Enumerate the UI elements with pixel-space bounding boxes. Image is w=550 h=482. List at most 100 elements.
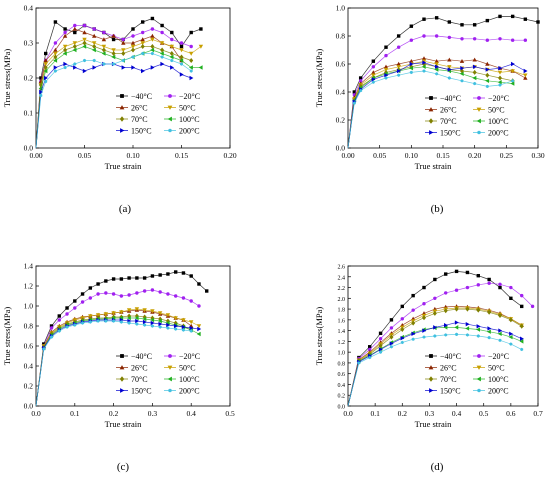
legend-label: 200°C <box>179 386 200 395</box>
series-line <box>347 282 533 407</box>
data-point <box>180 62 183 66</box>
y-tick-label: 0.4 <box>336 88 346 97</box>
data-point <box>142 319 147 325</box>
data-point <box>459 59 465 63</box>
data-point <box>455 332 459 337</box>
data-point <box>444 333 448 337</box>
y-tick-label: 0.3 <box>24 39 34 48</box>
data-point <box>49 324 54 328</box>
data-point <box>497 80 502 85</box>
data-point <box>140 37 145 42</box>
data-point <box>111 51 116 56</box>
legend-label: 50°C <box>179 103 196 112</box>
data-point <box>73 62 77 66</box>
data-point <box>498 313 502 319</box>
data-point <box>383 64 389 69</box>
data-point <box>396 61 401 66</box>
legend-item: 70°C <box>425 375 457 384</box>
data-point <box>511 79 515 83</box>
legend-marker <box>167 376 172 382</box>
data-point <box>444 272 448 276</box>
data-point <box>160 61 165 67</box>
data-point <box>170 30 174 35</box>
data-point <box>454 306 459 312</box>
data-point <box>121 51 126 56</box>
data-point <box>53 69 57 73</box>
data-point <box>536 20 540 24</box>
data-point <box>476 273 480 278</box>
data-point <box>160 55 164 59</box>
series-8 <box>347 69 515 149</box>
y-tick-label: 0.4 <box>24 4 34 13</box>
data-point <box>397 73 401 77</box>
data-point <box>57 314 61 318</box>
data-point <box>131 65 136 70</box>
data-point <box>389 334 394 340</box>
data-point <box>487 277 491 282</box>
data-point <box>160 23 164 28</box>
data-point <box>519 323 524 329</box>
data-point <box>378 347 383 352</box>
data-point <box>433 334 437 338</box>
data-point <box>111 315 116 321</box>
data-point <box>39 93 43 98</box>
y-tick-label: 1.2 <box>338 340 346 346</box>
data-point <box>472 23 477 27</box>
x-tick-label: 0.25 <box>500 151 513 160</box>
y-tick-label: 0.1 <box>24 109 34 118</box>
data-point <box>447 57 452 62</box>
data-point <box>520 304 524 309</box>
data-point <box>487 335 491 340</box>
y-tick-label: 1.0 <box>24 302 34 311</box>
data-point <box>150 44 155 49</box>
data-point <box>371 80 375 84</box>
data-point <box>102 62 106 66</box>
data-point <box>179 72 184 77</box>
data-point <box>433 296 437 301</box>
data-point <box>510 61 515 67</box>
legend-label: −40°C <box>440 94 461 103</box>
data-point <box>44 79 48 84</box>
legend: −40°C −20°C 26°C 50°C 70°C 100°C 150°C 200°C <box>425 352 509 395</box>
panel-label: (c) <box>117 461 130 473</box>
x-tick-label: 0.00 <box>29 151 42 160</box>
legend-marker <box>428 365 434 370</box>
data-point <box>510 38 515 42</box>
series-4 <box>35 307 202 407</box>
data-point <box>179 54 184 60</box>
data-point <box>150 16 155 21</box>
data-point <box>157 311 163 316</box>
data-point <box>411 293 415 298</box>
data-point <box>131 34 135 38</box>
legend-item: −20°C <box>164 92 200 101</box>
legend-item: −20°C <box>473 94 509 103</box>
data-point <box>158 321 163 327</box>
data-point <box>150 37 155 42</box>
legend-label: 150°C <box>131 386 152 395</box>
data-point <box>497 70 503 75</box>
data-point <box>196 324 202 329</box>
data-point <box>141 51 145 56</box>
data-point <box>92 58 96 63</box>
y-axis-label: True stress(MPa) <box>314 307 324 366</box>
data-point <box>197 326 202 332</box>
data-point <box>459 71 464 76</box>
data-point <box>104 319 108 323</box>
data-point <box>487 326 492 331</box>
data-point <box>520 347 524 352</box>
data-point <box>92 47 96 53</box>
series-3 <box>35 26 184 149</box>
data-point <box>400 317 404 321</box>
data-point <box>189 274 193 278</box>
data-point <box>530 304 535 309</box>
series-7 <box>35 61 194 149</box>
data-point <box>371 70 376 75</box>
data-point <box>498 75 502 81</box>
y-tick-label: 2.4 <box>338 275 346 281</box>
legend-marker <box>119 116 125 122</box>
data-point <box>422 315 426 321</box>
series-8 <box>347 332 524 407</box>
data-point <box>368 347 372 352</box>
data-point <box>42 347 46 351</box>
data-point <box>135 291 139 295</box>
